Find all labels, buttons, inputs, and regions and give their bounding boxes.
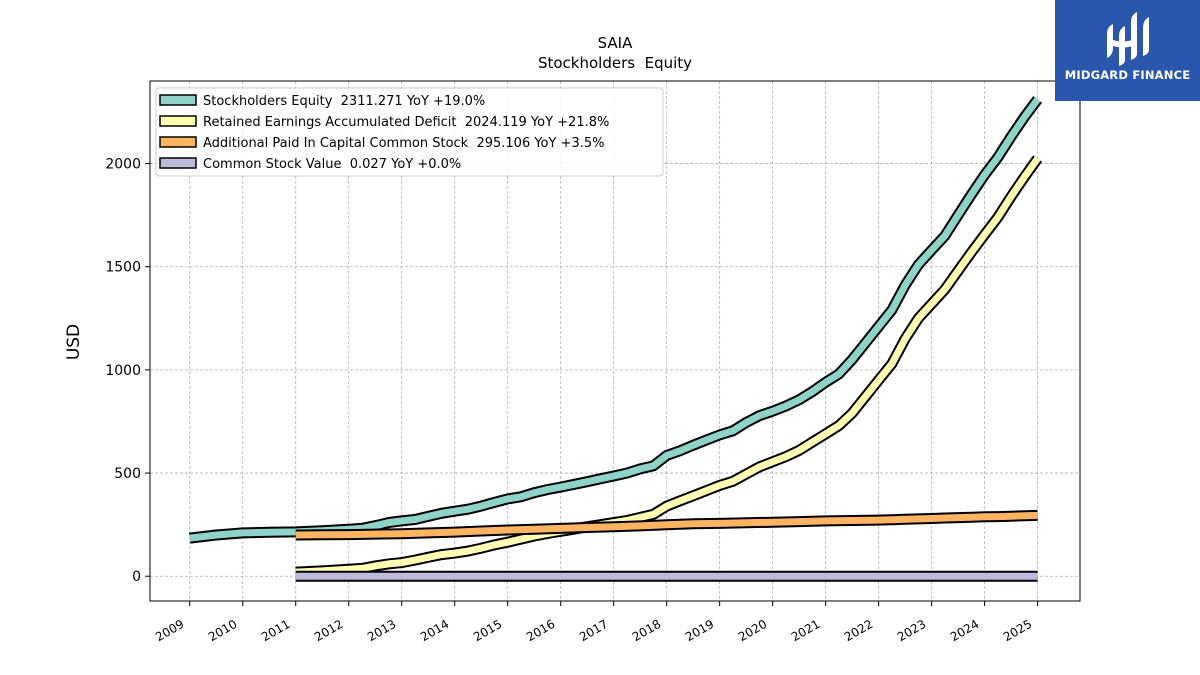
legend-label: Retained Earnings Accumulated Deficit 20… <box>203 115 609 130</box>
x-tick-label: 2022 <box>842 617 875 644</box>
chart-title: SAIA <box>598 34 633 52</box>
x-tick-label: 2020 <box>736 617 769 644</box>
y-tick-label: 0 <box>132 569 141 585</box>
series-line-1 <box>295 156 1041 576</box>
chart-subtitle: Stockholders Equity <box>538 54 692 72</box>
x-tick-label: 2015 <box>471 617 504 644</box>
legend-swatch <box>159 115 197 127</box>
plot-frame <box>149 80 1081 602</box>
legend-swatch <box>159 94 197 106</box>
series-group <box>189 96 1043 582</box>
x-tick-label: 2021 <box>789 617 822 644</box>
series-line-2 <box>295 511 1038 539</box>
x-tick-label: 2014 <box>418 617 451 644</box>
y-tick-label: 500 <box>114 466 141 482</box>
x-tick-label: 2024 <box>948 617 981 644</box>
x-tick-label: 2011 <box>259 617 292 644</box>
x-tick-label: 2023 <box>895 617 928 644</box>
x-tick-label: 2019 <box>683 617 716 644</box>
legend-label: Stockholders Equity 2311.271 YoY +19.0% <box>203 94 485 109</box>
x-tick-label: 2013 <box>365 617 398 644</box>
legend-label: Common Stock Value 0.027 YoY +0.0% <box>203 157 461 172</box>
legend-swatch <box>159 136 197 148</box>
x-tick-label: 2012 <box>312 617 345 644</box>
y-tick-label: 2000 <box>105 157 141 173</box>
y-tick-label: 1500 <box>105 260 141 276</box>
y-axis-label: USD <box>64 324 84 360</box>
x-tick-label: 2009 <box>153 617 186 644</box>
legend: Stockholders Equity 2311.271 YoY +19.0% R… <box>155 87 664 177</box>
x-tick-label: 2025 <box>1001 617 1034 644</box>
legend-box <box>155 87 664 177</box>
x-tick-label: 2018 <box>630 617 663 644</box>
legend-label: Additional Paid In Capital Common Stock … <box>203 136 605 151</box>
brand-name: MIDGARD FINANCE <box>1064 68 1191 82</box>
brand-mark-icon <box>1107 12 1149 66</box>
y-tick-label: 1000 <box>105 363 141 379</box>
brand-logo: MIDGARD FINANCE <box>1055 0 1200 101</box>
series-line-0 <box>189 97 1041 542</box>
x-tick-label: 2010 <box>206 617 239 644</box>
x-tick-label: 2016 <box>524 617 557 644</box>
legend-swatch <box>159 157 197 169</box>
x-tick-label: 2017 <box>577 617 610 644</box>
